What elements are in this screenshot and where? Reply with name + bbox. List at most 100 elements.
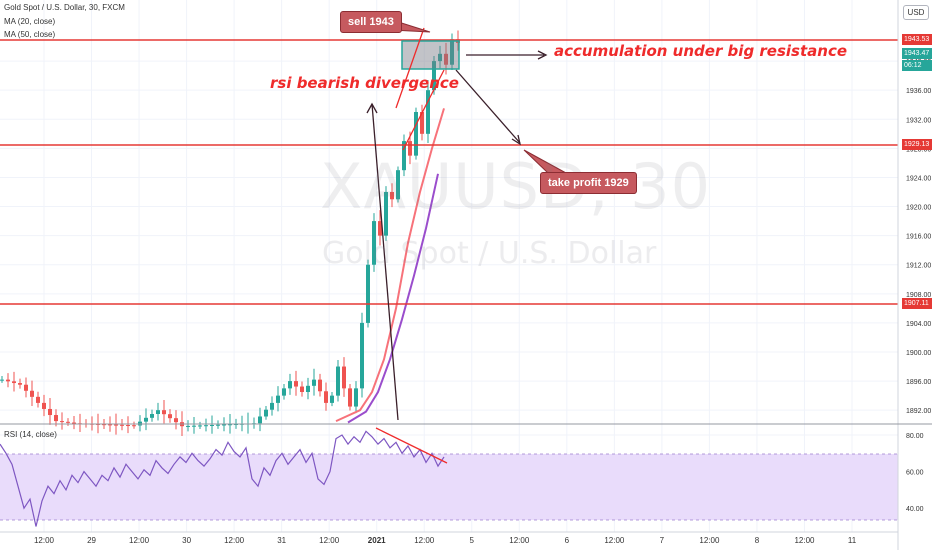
x-tick-label: 5 [470,536,475,545]
divergence-arrow[interactable] [371,103,399,421]
price-axis: 1892.00 1896.00 1900.00 1904.00 1908.00 1912.… [906,59,931,415]
candle-body [372,221,376,265]
candle-body [342,366,346,389]
candle-body [264,409,268,417]
ma50-line [347,173,439,424]
candle-body [450,39,454,65]
y-tick-label: 1920.00 [906,205,931,212]
x-tick-label: 7 [660,536,665,545]
accumulation-arrow-head [537,50,548,60]
candle-body [444,53,448,65]
upper-trend-line[interactable] [395,27,425,109]
rsi-line [0,430,445,527]
y-tick-label: 1900.00 [906,350,931,357]
candle-body [330,395,334,403]
candle-body [378,221,382,236]
grid [0,0,898,532]
target-price-tag: 1929.13 [902,139,932,150]
y-tick-label: 1904.00 [906,321,931,328]
x-tick-label: 12:00 [224,536,245,545]
candle-body [354,388,358,407]
candle-body [276,395,280,403]
candle-body [258,416,262,424]
candle-body [414,112,418,156]
candle-body [150,414,154,418]
candle-body [222,424,226,426]
candle-body [300,386,304,392]
candle-body [426,90,430,134]
symbol-legend[interactable]: Gold Spot / U.S. Dollar, 30, FXCM [4,3,125,12]
candle-body [288,381,292,389]
x-tick-label: 31 [277,536,286,545]
x-tick-label: 8 [755,536,760,545]
x-tick-label: 12:00 [509,536,530,545]
candle-body [168,414,172,419]
divergence-annotation[interactable]: rsi bearish divergence [270,74,459,92]
candle-body [318,379,322,392]
candle-body [294,381,298,387]
candle-body [30,390,34,397]
candle-body [162,410,166,415]
candle-body [336,366,340,396]
candle-body [42,402,46,409]
moving-averages [335,108,445,424]
take-profit-callout[interactable]: take profit 1929 [540,172,637,194]
sell-callout[interactable]: sell 1943 [340,11,402,33]
x-tick-label: 11 [848,536,857,545]
ma50-legend[interactable]: MA (50, close) [4,30,56,39]
candle-body [324,391,328,403]
watermark-name: Gold Spot / U.S. Dollar [322,236,657,271]
candle-body [228,424,232,426]
candle-body [102,424,106,426]
candle-body [60,421,64,423]
y-tick-label: 1896.00 [906,379,931,386]
candle-body [72,422,76,424]
rsi-tick-label: 40.00 [906,506,924,513]
candle-body [144,417,148,422]
candle-body [432,61,436,91]
watermark-ticker: XAUUSD, 30 [320,150,712,223]
y-tick-label: 1924.00 [906,175,931,182]
candle-body [402,141,406,171]
candle-body [0,379,4,381]
support-price-tag: 1907.11 [902,298,932,309]
divergence-arrow-head [366,102,378,114]
x-tick-label: 6 [565,536,570,545]
rsi-legend[interactable]: RSI (14, close) [4,430,57,439]
lower-trend-line[interactable] [402,69,445,151]
y-tick-label: 1916.00 [906,234,931,241]
y-tick-label: 1912.00 [906,263,931,270]
x-tick-label: 12:00 [414,536,435,545]
candle-body [12,381,16,384]
candle-body [216,424,220,426]
take-profit-arrow[interactable] [455,69,521,144]
ma20-line [335,108,445,423]
candle-body [420,112,424,134]
time-axis: 12:00 29 12:00 30 12:00 31 12:00 2021 12:00 5 12:0… [34,536,857,545]
ma20-legend[interactable]: MA (20, close) [4,17,56,26]
y-tick-label: 1932.00 [906,117,931,124]
candle-body [204,425,208,427]
candle-body [126,425,130,427]
rsi-divergence-line[interactable] [375,427,448,464]
candle-body [108,424,112,426]
candle-body [390,192,394,200]
candle-body [408,141,412,156]
x-tick-label: 12:00 [604,536,625,545]
candle-body [282,388,286,396]
take-profit-arrow-head [511,134,521,146]
x-tick-label: 12:00 [794,536,815,545]
currency-button[interactable]: USD [903,5,929,20]
rsi-tick-label: 80.00 [906,433,924,440]
candle-body [114,424,118,426]
countdown-tag: 06:12 [902,60,932,71]
candle-body [18,383,22,385]
candle-body [360,322,364,389]
accumulation-annotation[interactable]: accumulation under big resistance [554,42,848,60]
resistance-price-tag: 1943.53 [902,34,932,45]
candle-body [438,53,442,62]
candle-body [306,385,310,392]
x-tick-label: 30 [182,536,191,545]
candle-body [192,425,196,427]
